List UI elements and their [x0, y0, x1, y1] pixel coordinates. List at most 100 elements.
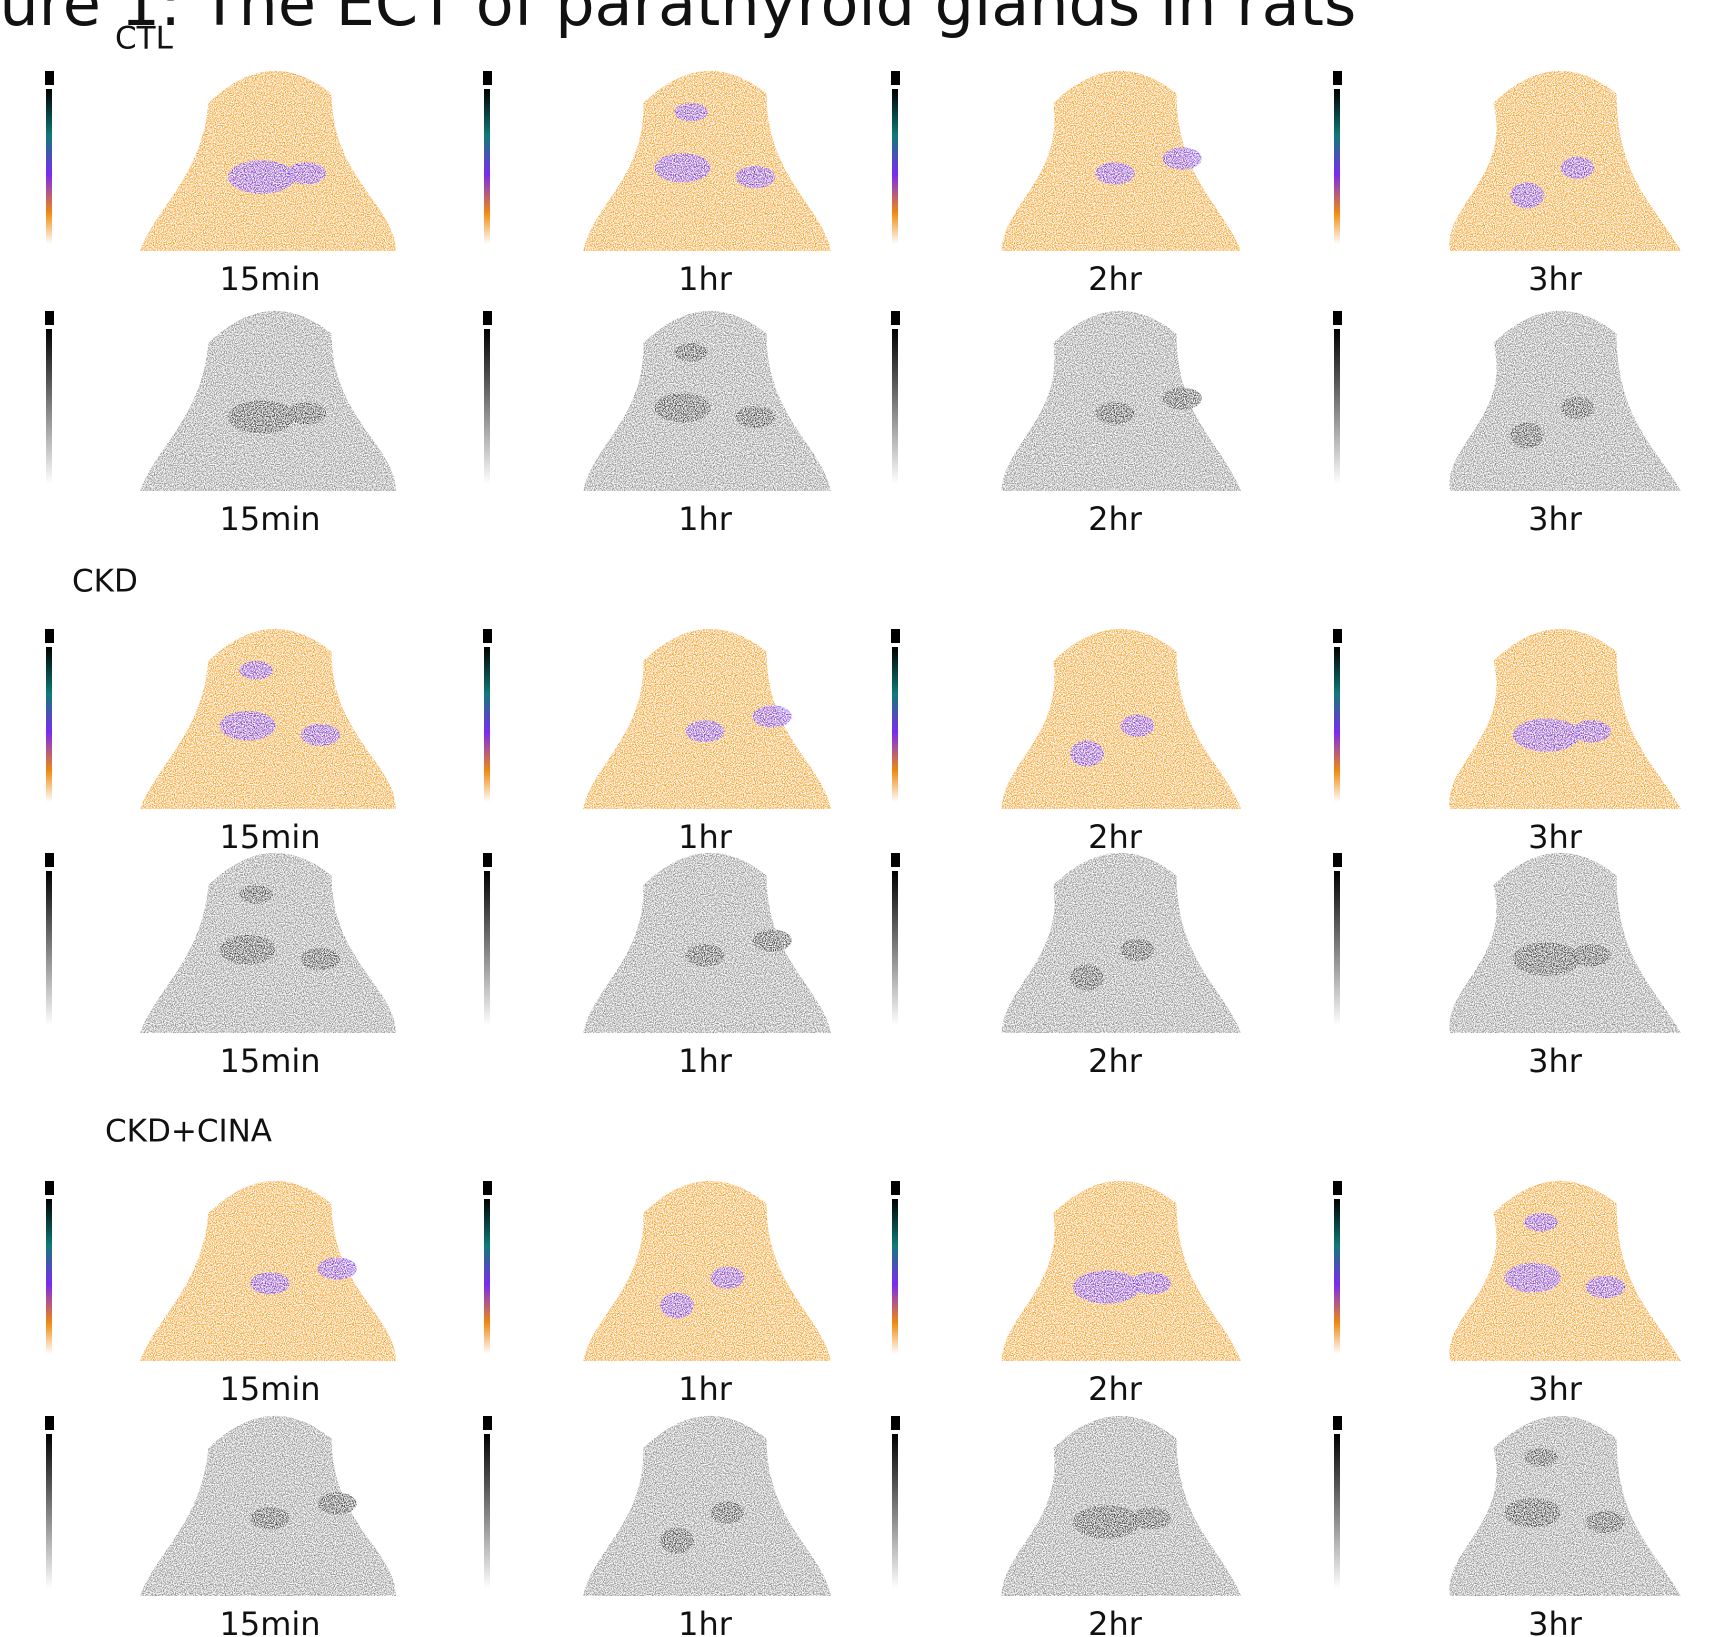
colorbar-cap [1333, 71, 1342, 85]
scan-hotspot [736, 406, 775, 428]
time-label: 15min [219, 500, 320, 538]
scan-hotspot [660, 1293, 694, 1319]
time-label: 2hr [1088, 500, 1143, 538]
scan-hotspot [239, 661, 273, 680]
scan-panel [483, 311, 831, 491]
colorbar-cap [483, 853, 492, 867]
colorbar-cap [483, 1181, 492, 1195]
scan-image [1002, 629, 1241, 809]
scan-body [1002, 629, 1241, 809]
scan-hotspot [1586, 1276, 1625, 1298]
scan-hotspot [1070, 741, 1104, 767]
scan-image [1002, 311, 1241, 491]
scan-hotspot [1572, 720, 1611, 742]
scan-image [140, 629, 396, 809]
colorbar [892, 1434, 898, 1589]
time-label: 1hr [678, 500, 733, 538]
scan-panel [1333, 629, 1681, 809]
scan-body [1449, 1416, 1681, 1596]
scan-hotspot [711, 1502, 745, 1524]
scan-image [583, 71, 831, 251]
scan-hotspot [1121, 939, 1155, 961]
colorbar [46, 89, 52, 244]
time-label: 3hr [1528, 1042, 1583, 1080]
colorbar-cap [45, 629, 54, 643]
scan-hotspot [753, 705, 792, 727]
scan-panel [1333, 853, 1681, 1033]
scan-hotspot [220, 935, 276, 965]
scan-image [583, 1416, 831, 1596]
scan-hotspot [239, 885, 273, 904]
scan-hotspot [753, 929, 792, 951]
colorbar [1334, 1199, 1340, 1354]
scan-image [1449, 71, 1681, 251]
colorbar-cap [1333, 629, 1342, 643]
colorbar-cap [483, 311, 492, 325]
scan-hotspot [301, 724, 340, 746]
scan-hotspot [287, 402, 326, 424]
scan-hotspot [674, 103, 708, 122]
scan-hotspot [1513, 942, 1580, 975]
time-label: 15min [219, 1605, 320, 1637]
scan-image [1449, 629, 1681, 809]
group-label: CKD [72, 564, 138, 600]
figure: gure 1: The ECT of parathyroid glands in… [0, 0, 1716, 1637]
colorbar [1334, 647, 1340, 802]
colorbar-cap [891, 853, 900, 867]
colorbar-cap [45, 311, 54, 325]
scan-hotspot [711, 1267, 745, 1289]
scan-panel [483, 629, 831, 809]
colorbar-cap [45, 71, 54, 85]
scan-hotspot [1095, 162, 1134, 184]
scan-panel [45, 629, 396, 809]
scan-hotspot [1505, 1498, 1561, 1528]
scan-body [1002, 853, 1241, 1033]
scan-image [1449, 853, 1681, 1033]
scan-body [583, 1181, 831, 1361]
time-label: 15min [219, 1370, 320, 1408]
scan-hotspot [1095, 402, 1134, 424]
scan-panel [1333, 71, 1681, 251]
colorbar [484, 89, 490, 244]
scan-image [1002, 1181, 1241, 1361]
time-label: 2hr [1088, 1605, 1143, 1637]
scan-hotspot [685, 944, 724, 966]
scan-hotspot [1163, 147, 1202, 169]
scan-body [1002, 1181, 1241, 1361]
group-label: CKD+CINA [105, 1114, 272, 1150]
scan-body [583, 629, 831, 809]
scan-panel [45, 853, 396, 1033]
scan-hotspot [228, 160, 295, 193]
colorbar-cap [45, 853, 54, 867]
scan-hotspot [1513, 718, 1580, 751]
scan-hotspot [1121, 715, 1155, 737]
time-label: 2hr [1088, 1370, 1143, 1408]
scan-hotspot [220, 711, 276, 741]
scan-hotspot [1073, 1270, 1140, 1303]
scan-hotspot [1561, 397, 1595, 419]
scan-hotspot [1524, 1448, 1558, 1467]
scan-body [583, 1416, 831, 1596]
scan-hotspot [1572, 944, 1611, 966]
scan-image [140, 1181, 396, 1361]
colorbar-cap [1333, 853, 1342, 867]
scan-hotspot [1505, 1263, 1561, 1293]
scan-body [1002, 71, 1241, 251]
colorbar [892, 871, 898, 1026]
scan-body [140, 1181, 396, 1361]
scan-hotspot [1070, 965, 1104, 991]
colorbar-cap [891, 311, 900, 325]
colorbar-cap [483, 1416, 492, 1430]
scan-body [140, 1416, 396, 1596]
time-label: 1hr [678, 1605, 733, 1637]
scan-panel [45, 1416, 396, 1596]
colorbar-cap [891, 1181, 900, 1195]
scan-image [583, 311, 831, 491]
figure-title: gure 1: The ECT of parathyroid glands in… [0, 0, 1356, 40]
scan-hotspot [1073, 1505, 1140, 1538]
colorbar [484, 647, 490, 802]
time-label: 2hr [1088, 1042, 1143, 1080]
scan-image [1002, 1416, 1241, 1596]
scan-image [1449, 311, 1681, 491]
scan-hotspot [318, 1492, 357, 1514]
